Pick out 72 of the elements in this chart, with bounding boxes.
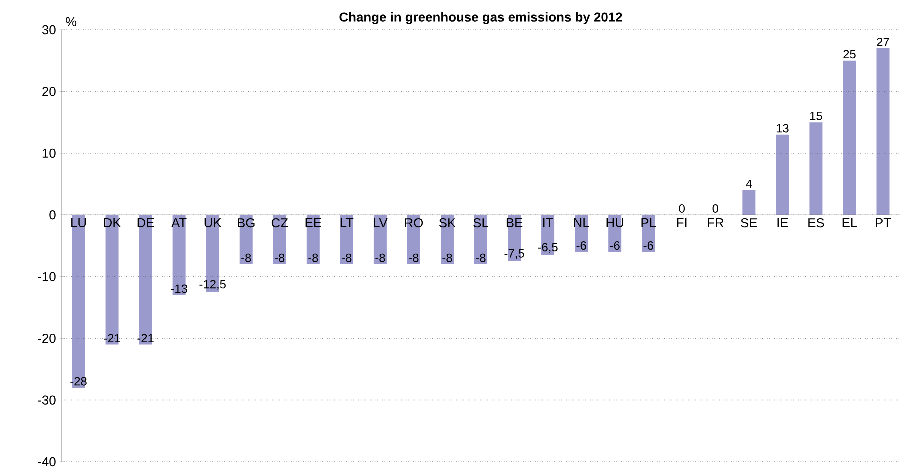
x-tick-label: LV (374, 218, 388, 228)
x-tick-label: FI (677, 218, 687, 228)
x-tick-label: FR (708, 218, 724, 228)
x-tick-label: ES (808, 218, 824, 228)
y-tick-label: -40 (38, 457, 56, 467)
data-label: 13 (776, 124, 789, 133)
x-tick-label: SL (474, 218, 489, 228)
x-tick-label: EL (842, 218, 858, 228)
bar (139, 215, 152, 345)
x-tick-label: SE (741, 218, 758, 228)
x-tick-label: PT (876, 218, 892, 228)
data-label: -6,5 (538, 243, 558, 254)
data-label: -8 (442, 254, 452, 262)
data-label: -8 (409, 254, 419, 262)
bar (876, 48, 890, 216)
data-label: -8 (376, 254, 386, 262)
x-tick-label: RO (405, 218, 424, 228)
bar (72, 215, 86, 388)
data-label: 27 (877, 38, 890, 46)
bar (340, 215, 354, 265)
x-tick-label: HU (606, 218, 624, 228)
data-label: -7,5 (504, 249, 524, 260)
data-label: -6 (644, 242, 654, 250)
x-tick-label: BG (238, 218, 255, 228)
y-tick-label: 0 (50, 210, 56, 220)
data-label: -8 (476, 254, 486, 262)
x-tick-label: NL (574, 218, 590, 228)
x-tick-label: UK (204, 218, 222, 228)
bar (810, 122, 823, 216)
data-label: -6 (610, 242, 620, 250)
bar (474, 215, 488, 265)
y-axis-title: % (66, 17, 77, 26)
data-label: 0 (679, 204, 685, 213)
data-label: -6 (576, 242, 586, 250)
data-label: 25 (844, 50, 856, 59)
data-label: -28 (70, 377, 87, 386)
data-label: -21 (138, 334, 154, 343)
x-tick-label: PL (642, 218, 656, 228)
data-label: -8 (342, 254, 352, 262)
y-tick-label: 30 (42, 25, 56, 35)
y-tick-label: -10 (38, 272, 56, 282)
data-label: -21 (104, 334, 120, 343)
data-label: -12,5 (200, 280, 226, 290)
bar (742, 190, 756, 216)
y-tick-label: -20 (38, 334, 56, 344)
x-tick-label: CZ (272, 218, 288, 228)
x-tick-label: AT (172, 218, 187, 228)
data-label: 0 (712, 204, 719, 213)
x-tick-label: IE (778, 218, 788, 228)
data-label: -8 (242, 254, 252, 262)
data-label: -13 (171, 284, 188, 294)
bar (273, 215, 286, 265)
bar (106, 215, 119, 345)
x-tick-label: LT (340, 218, 354, 228)
data-label: -8 (308, 254, 318, 262)
y-tick-label: 10 (42, 148, 56, 158)
bar (843, 60, 856, 216)
x-tick-label: IT (543, 218, 554, 228)
chart-title: Change in greenhouse gas emissions by 2012 (340, 12, 622, 25)
y-tick-label: 20 (42, 87, 56, 96)
y-tick-label: -30 (38, 396, 56, 405)
bar (172, 215, 186, 296)
data-label: -8 (275, 254, 285, 262)
x-tick-label: EE (306, 218, 322, 228)
data-label: 15 (810, 112, 822, 120)
bar (776, 134, 790, 216)
data-label: 4 (746, 180, 752, 188)
x-tick-label: DE (138, 218, 154, 228)
x-tick-label: BE (506, 218, 523, 228)
x-tick-label: SK (439, 218, 456, 228)
x-tick-label: DK (104, 218, 122, 228)
x-tick-label: LU (72, 218, 86, 228)
